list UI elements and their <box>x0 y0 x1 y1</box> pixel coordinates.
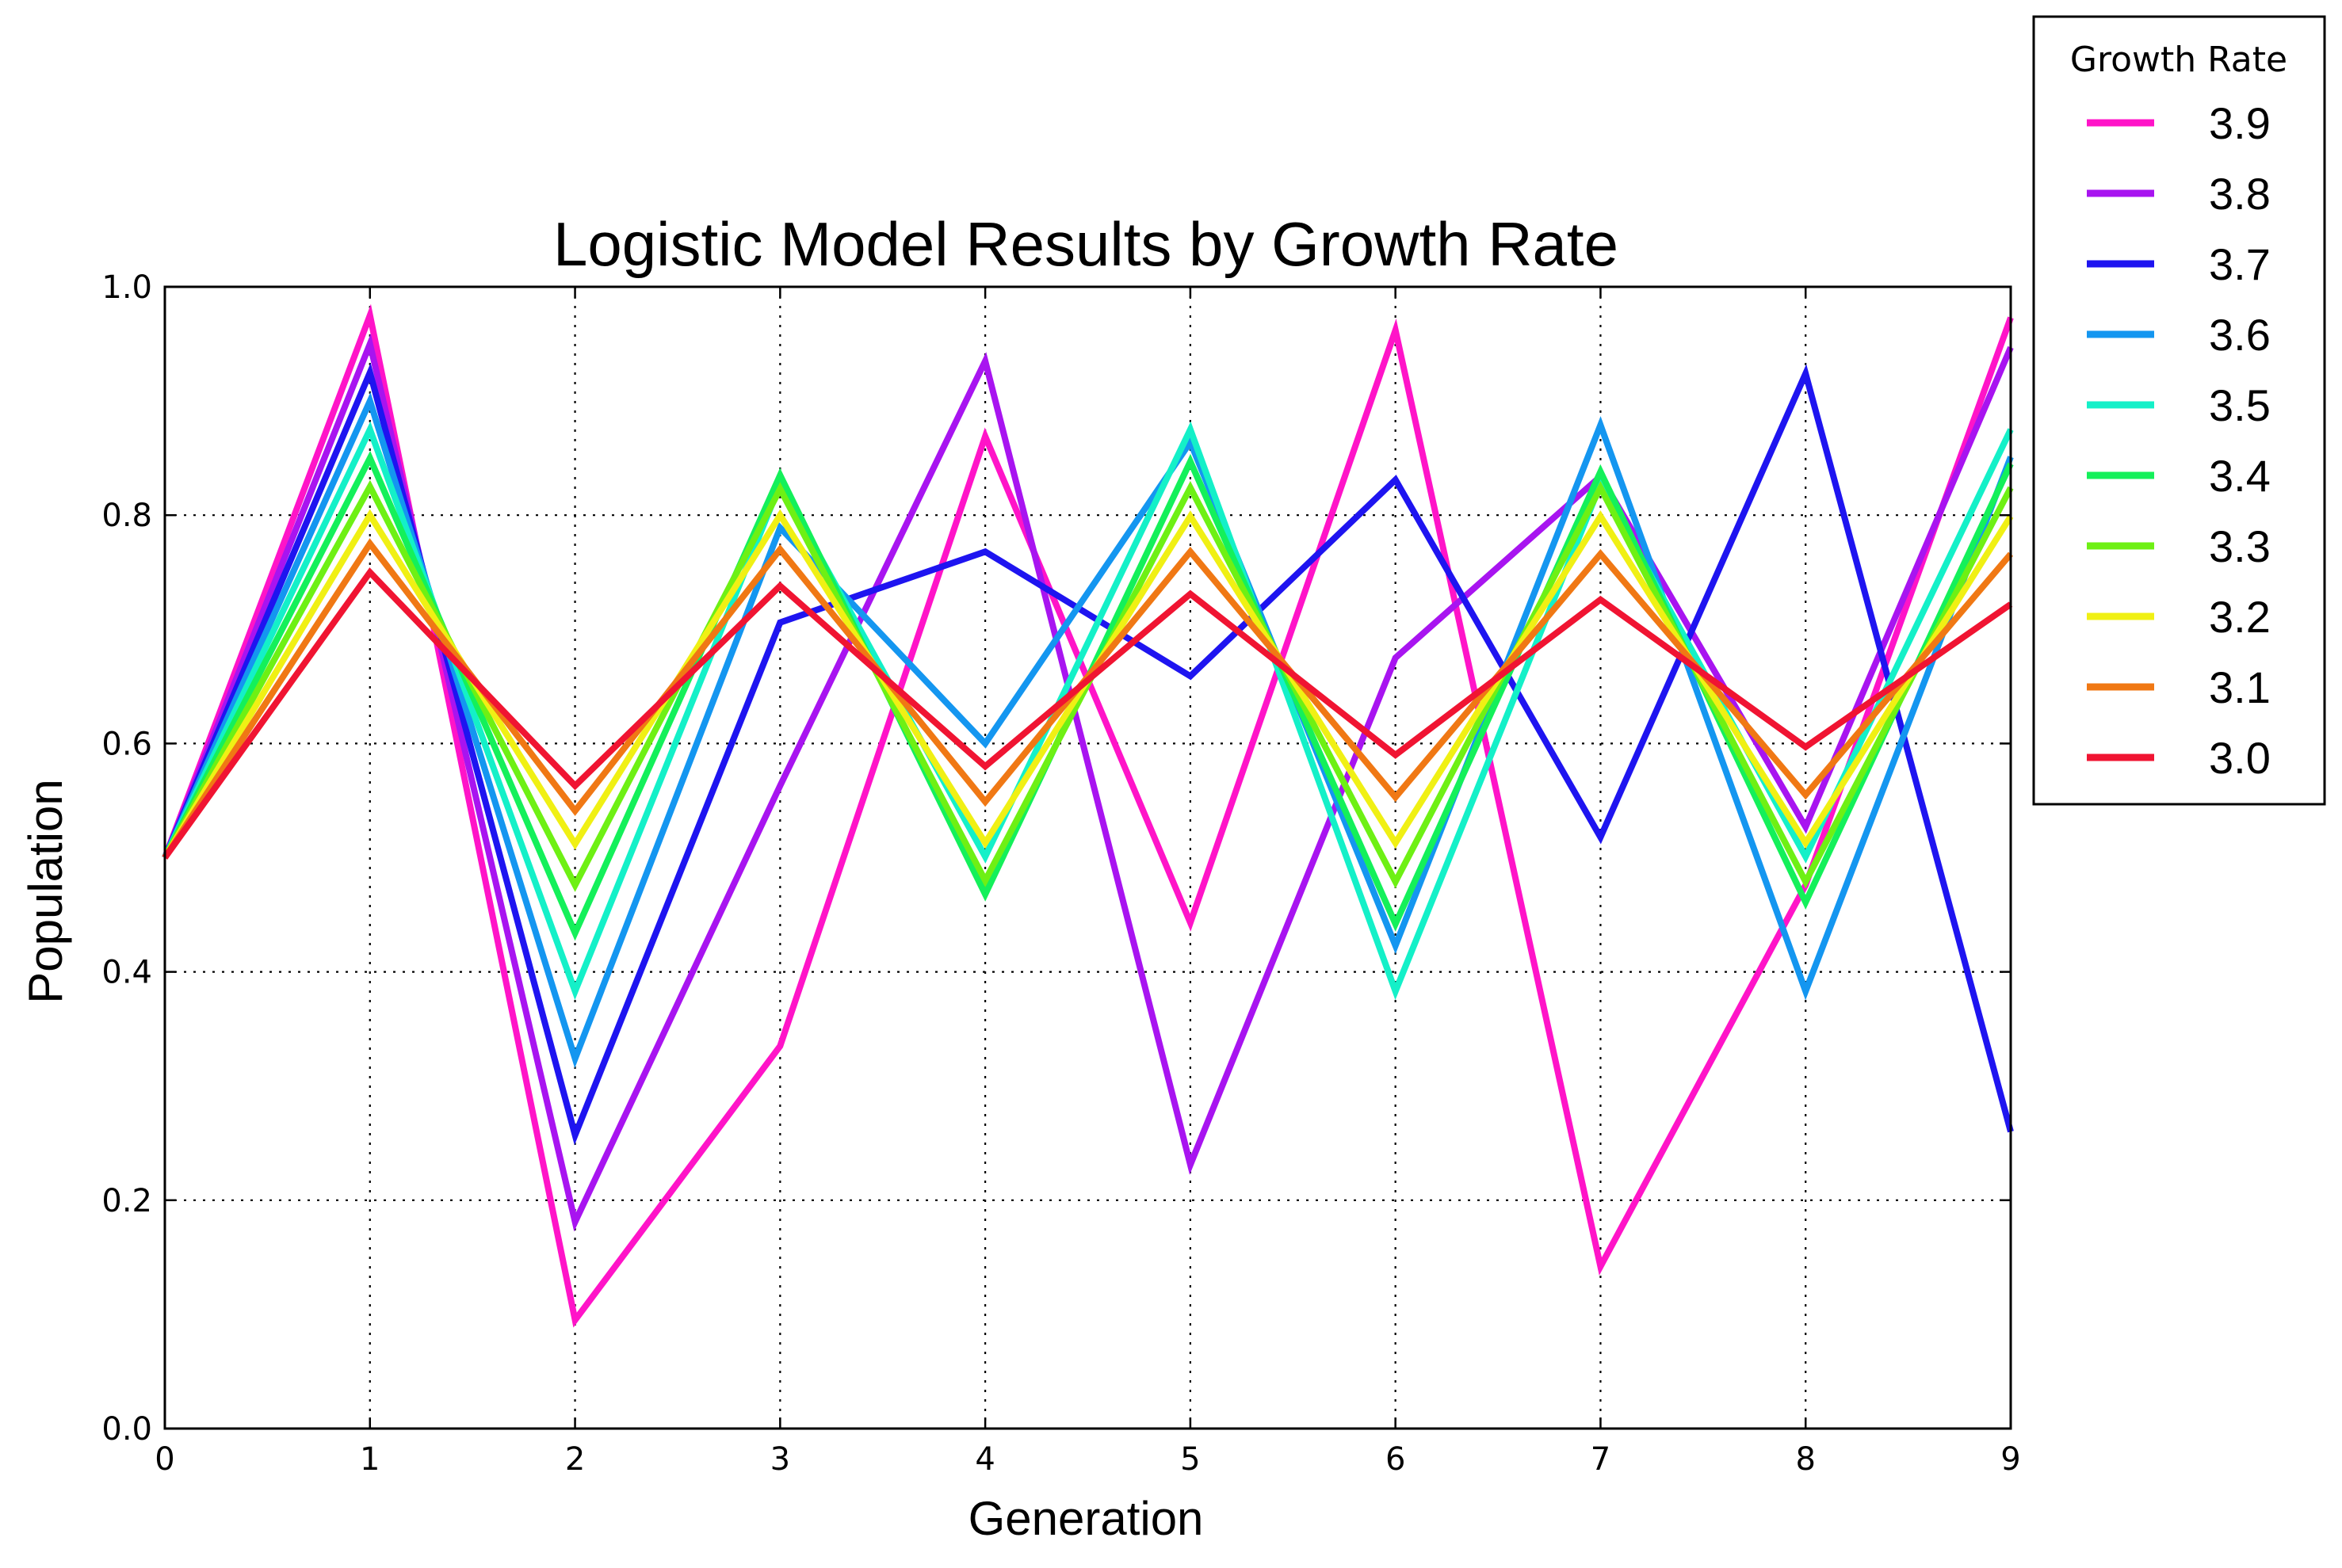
y-tick-label: 0.6 <box>101 726 152 762</box>
plot-area <box>162 303 2014 1328</box>
x-tick-label: 7 <box>1591 1441 1610 1478</box>
y-axis: 0.0 0.2 0.4 0.6 0.8 1.0 <box>101 269 2011 1448</box>
series-line-3-8 <box>162 333 2014 1232</box>
legend-label: 3.9 <box>2209 98 2271 148</box>
plot-frame <box>163 285 2012 1430</box>
series-line-3-0 <box>162 567 2013 860</box>
x-tick-label: 8 <box>1795 1441 1815 1478</box>
legend-label: 3.1 <box>2209 662 2271 712</box>
series-line-3-6 <box>162 391 2014 1069</box>
legend-label: 3.5 <box>2209 380 2271 430</box>
legend-label: 3.2 <box>2209 592 2271 642</box>
x-tick-label: 0 <box>155 1441 174 1478</box>
y-tick-label: 0.2 <box>101 1183 152 1219</box>
x-axis: 0 1 2 3 4 5 6 7 8 9 <box>155 287 2021 1478</box>
y-tick-label: 0.0 <box>101 1411 152 1448</box>
x-tick-label: 6 <box>1385 1441 1405 1478</box>
y-tick-label: 0.8 <box>101 498 152 534</box>
legend-label: 3.3 <box>2209 521 2271 571</box>
y-axis-label: Population <box>19 779 72 1004</box>
y-tick-label: 1.0 <box>101 269 152 306</box>
x-axis-label: Generation <box>969 1492 1204 1545</box>
x-tick-label: 2 <box>565 1441 585 1478</box>
legend-label: 3.6 <box>2209 310 2271 360</box>
x-tick-label: 4 <box>975 1441 995 1478</box>
legend-label: 3.4 <box>2209 451 2271 501</box>
y-tick-label: 0.4 <box>101 955 152 991</box>
legend-label: 3.7 <box>2209 239 2271 289</box>
legend: Growth Rate 3.93.83.73.63.53.43.33.23.13… <box>2032 15 2326 806</box>
legend-label: 3.0 <box>2209 733 2271 783</box>
legend-items: 3.9 3.8 3.7 3.6 3.5 3.4 3.3 3.2 3.1 3.0 <box>2087 98 2271 783</box>
x-tick-label: 9 <box>2000 1441 2020 1478</box>
legend-box <box>2032 15 2326 806</box>
legend-label: 3.8 <box>2209 169 2271 219</box>
x-tick-label: 5 <box>1180 1441 1200 1478</box>
x-tick-label: 3 <box>770 1441 790 1478</box>
series-line-3-7 <box>162 362 2014 1146</box>
chart-title: Logistic Model Results by Growth Rate <box>553 209 1618 279</box>
x-tick-label: 1 <box>360 1441 380 1478</box>
legend-title: Growth Rate <box>2070 40 2287 80</box>
